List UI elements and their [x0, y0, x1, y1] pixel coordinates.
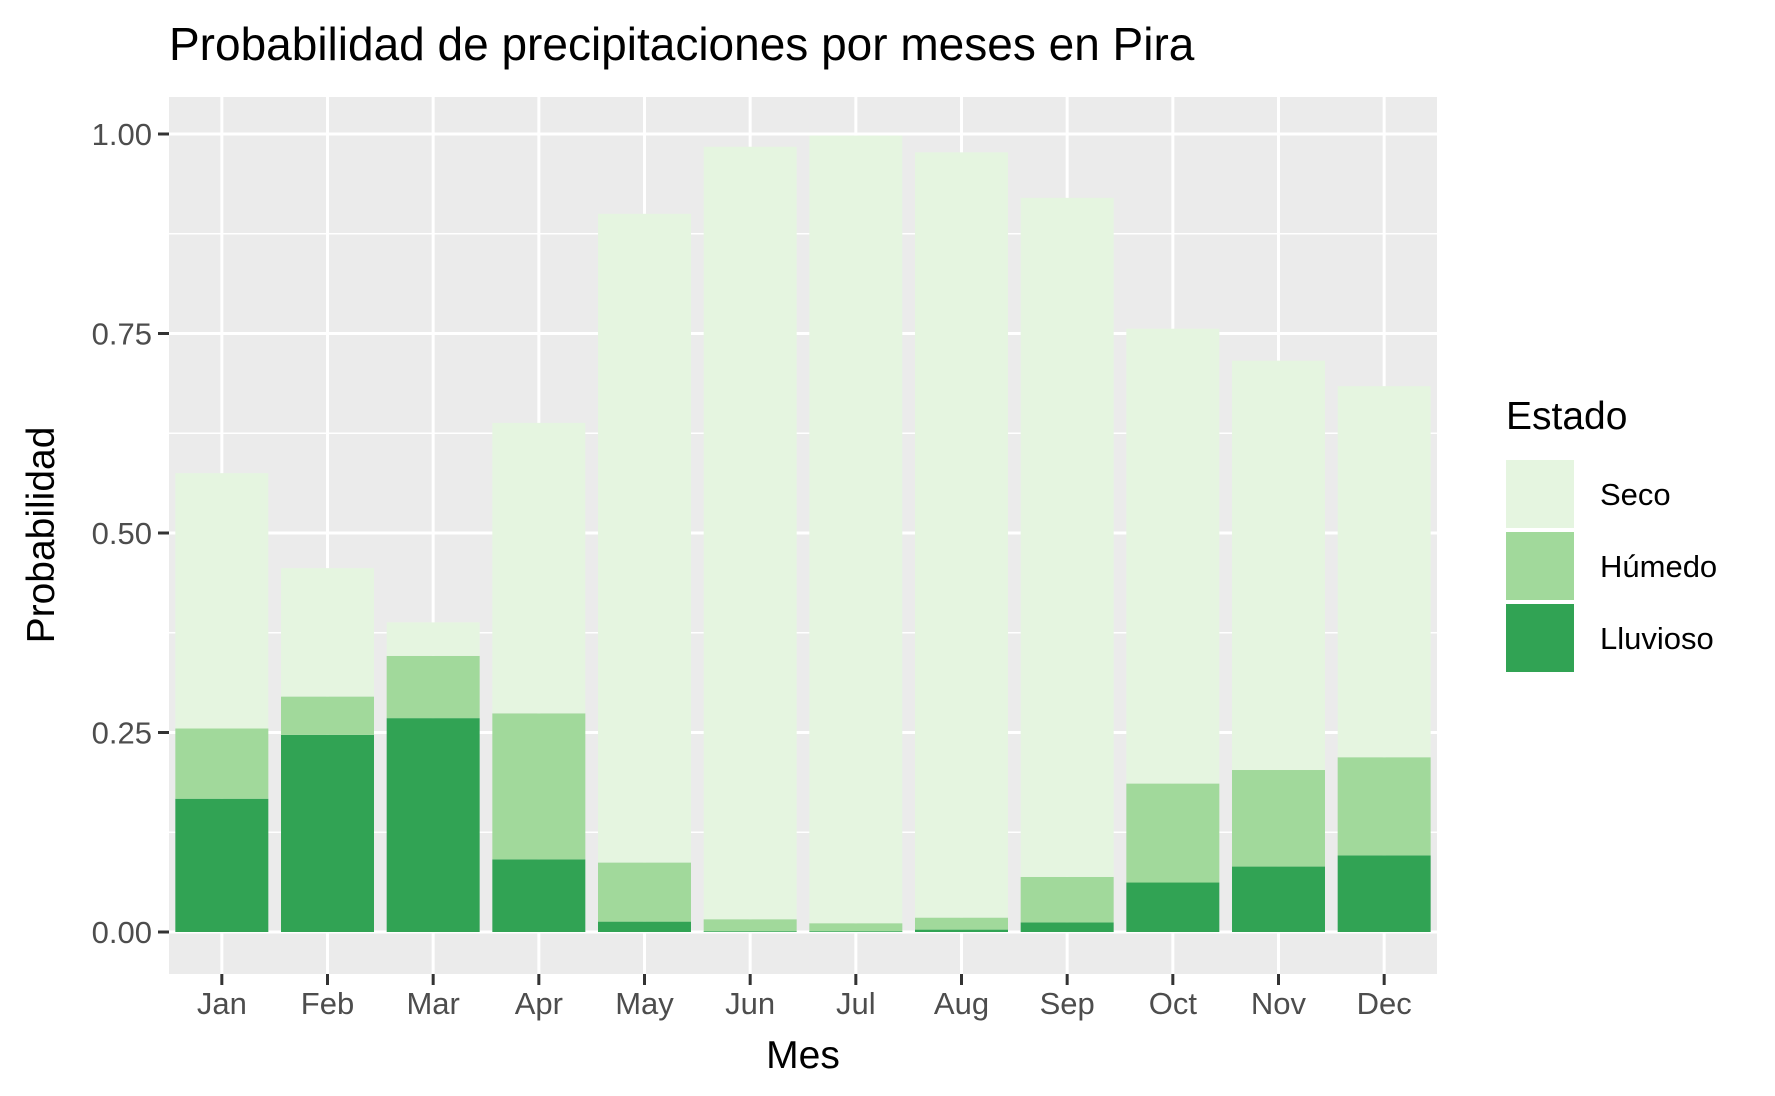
bar-dec-lluvioso	[1337, 855, 1431, 932]
y-tick-label: 0.50	[92, 516, 152, 551]
x-tick-label: Oct	[1149, 986, 1198, 1021]
x-tick-label: Dec	[1357, 986, 1412, 1021]
y-axis-title: Probabilidad	[20, 427, 63, 644]
y-tick-label: 0.25	[92, 716, 152, 751]
bar-feb-seco	[281, 568, 374, 697]
legend-title: Estado	[1506, 395, 1627, 438]
bar-apr-seco	[492, 422, 586, 714]
bar-aug-húmedo	[915, 917, 1008, 930]
bar-may-húmedo	[598, 862, 691, 922]
bar-jul-seco	[809, 135, 903, 924]
bar-apr-lluvioso	[492, 859, 586, 932]
legend-label: Lluvioso	[1600, 621, 1714, 656]
bar-sep-húmedo	[1020, 876, 1114, 923]
x-axis: Jan Feb Mar Apr May Jun Jul Aug Sep Oct Nov Dec	[197, 974, 1412, 1021]
bar-dec-seco	[1337, 386, 1431, 758]
legend-key-húmedo	[1506, 532, 1574, 600]
x-tick-label: Jan	[197, 986, 247, 1021]
bar-may-lluvioso	[598, 921, 691, 932]
x-tick-label: May	[615, 986, 674, 1021]
bar-apr-húmedo	[492, 713, 586, 860]
bar-mar-lluvioso	[386, 718, 480, 932]
bar-oct-seco	[1126, 328, 1220, 784]
chart-title: Probabilidad de precipitaciones por mese…	[169, 18, 1195, 70]
x-tick-label: Nov	[1251, 986, 1307, 1021]
bar-jun-lluvioso	[703, 931, 797, 932]
y-tick-label: 0.00	[92, 915, 152, 950]
bar-may-seco	[598, 213, 691, 863]
bar-jul-lluvioso	[809, 931, 903, 932]
x-tick-label: Feb	[301, 986, 354, 1021]
bar-sep-seco	[1020, 197, 1114, 877]
bar-aug-seco	[915, 152, 1008, 918]
x-tick-label: Jul	[836, 986, 876, 1021]
y-tick-label: 1.00	[92, 117, 152, 152]
bar-dec-húmedo	[1337, 757, 1431, 856]
bar-nov-seco	[1232, 360, 1325, 771]
x-tick-label: Mar	[406, 986, 459, 1021]
bar-feb-lluvioso	[281, 734, 374, 932]
bar-sep-lluvioso	[1020, 922, 1114, 932]
legend-label: Húmedo	[1600, 549, 1717, 584]
bar-nov-lluvioso	[1232, 866, 1325, 932]
bar-jun-húmedo	[703, 919, 797, 932]
bar-feb-húmedo	[281, 696, 374, 735]
y-tick-label: 0.75	[92, 317, 152, 352]
bar-oct-lluvioso	[1126, 882, 1220, 932]
bars	[175, 135, 1431, 932]
bar-aug-lluvioso	[915, 929, 1008, 932]
bar-nov-húmedo	[1232, 770, 1325, 867]
legend-label: Seco	[1600, 477, 1671, 512]
y-axis: 0.00 0.25 0.50 0.75 1.00	[92, 117, 169, 950]
x-tick-label: Apr	[515, 986, 563, 1021]
bar-jun-seco	[703, 146, 797, 920]
bar-oct-húmedo	[1126, 783, 1220, 883]
legend-key-seco	[1506, 460, 1574, 528]
bar-jan-seco	[175, 473, 269, 729]
bar-mar-seco	[386, 622, 480, 656]
bar-jan-lluvioso	[175, 798, 269, 932]
x-tick-label: Jun	[725, 986, 775, 1021]
bar-jul-húmedo	[809, 923, 903, 932]
plot-panel	[169, 97, 1437, 974]
bar-mar-húmedo	[386, 655, 480, 719]
legend-key-lluvioso	[1506, 604, 1574, 672]
bar-jan-húmedo	[175, 728, 269, 799]
x-tick-label: Aug	[934, 986, 989, 1021]
legend: Estado Seco Húmedo Lluvioso	[1506, 395, 1717, 672]
x-axis-title: Mes	[766, 1034, 840, 1077]
x-tick-label: Sep	[1040, 986, 1095, 1021]
